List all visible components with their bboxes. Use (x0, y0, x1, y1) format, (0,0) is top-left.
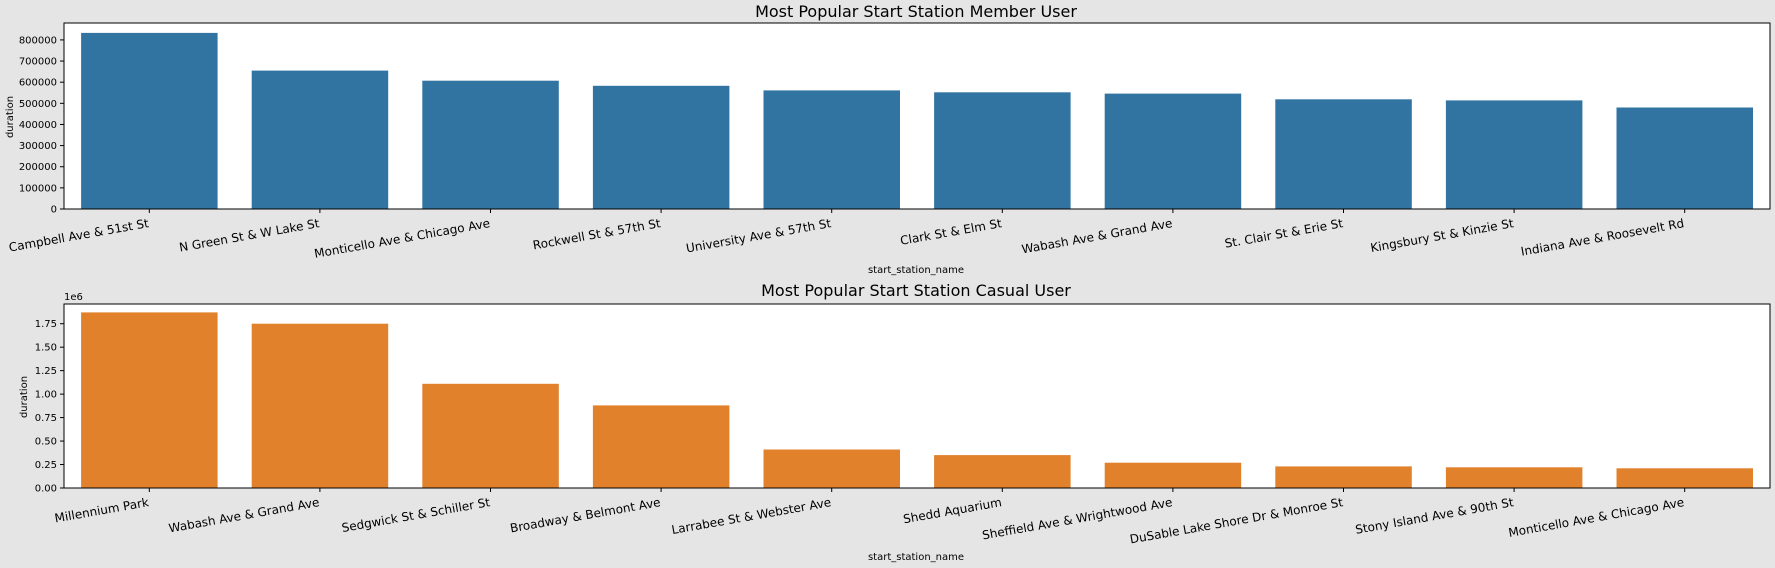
y-tick-label: 300000 (19, 141, 57, 152)
y-tick-label: 200000 (19, 162, 57, 173)
y-tick-label: 500000 (19, 99, 57, 110)
bar (592, 405, 730, 488)
bar (1445, 100, 1583, 209)
bar (251, 70, 389, 209)
bar (1616, 468, 1753, 488)
y-tick-label: 0.75 (35, 413, 57, 424)
bar (1275, 99, 1412, 209)
y-axis: 0.00 0.25 0.50 0.75 1.00 1.25 1.50 1.75 (35, 319, 64, 495)
y-tick-label: 700000 (19, 57, 57, 68)
bar (422, 80, 559, 209)
bar (251, 323, 389, 488)
bar (763, 90, 900, 209)
y-tick-label: 400000 (19, 120, 57, 131)
chart-title: Most Popular Start Station Casual User (761, 281, 1071, 300)
bar (934, 455, 1071, 488)
y-axis-label: duration (19, 376, 30, 418)
plot-frame (63, 22, 1771, 210)
y-tick-label: 1.25 (35, 366, 57, 377)
y-tick-label: 0.25 (35, 460, 57, 471)
y-tick-label: 1.00 (35, 390, 57, 401)
y-axis: 0 100000 200000 300000 400000 500000 600000 700… (19, 35, 64, 216)
bar (1104, 93, 1242, 209)
bar (1104, 462, 1242, 488)
y-tick-label: 600000 (19, 78, 57, 89)
bar (422, 383, 559, 488)
y-tick-label: 800000 (19, 35, 57, 46)
y-tick-label: 100000 (19, 183, 57, 194)
bar (81, 32, 218, 210)
bars-group (81, 32, 1753, 210)
bar (934, 92, 1071, 209)
bar (1445, 467, 1583, 488)
y-tick-label: 1.50 (35, 343, 57, 354)
bar (763, 449, 900, 488)
offset-label: 1e6 (64, 292, 83, 303)
y-tick-label: 1.75 (35, 319, 57, 330)
bar (592, 85, 730, 209)
bars-group (81, 312, 1753, 488)
bar (1275, 466, 1412, 488)
chart-title: Most Popular Start Station Member User (755, 2, 1077, 21)
plot-frame (63, 303, 1771, 489)
y-tick-label: 0 (51, 205, 57, 216)
x-axis-label: start_station_name (868, 552, 964, 563)
bar (1616, 107, 1753, 209)
x-axis-label: start_station_name (868, 265, 964, 276)
y-tick-label: 0.50 (35, 437, 57, 448)
y-tick-label: 0.00 (35, 484, 57, 495)
bar (81, 312, 218, 488)
y-axis-label: duration (5, 96, 16, 138)
